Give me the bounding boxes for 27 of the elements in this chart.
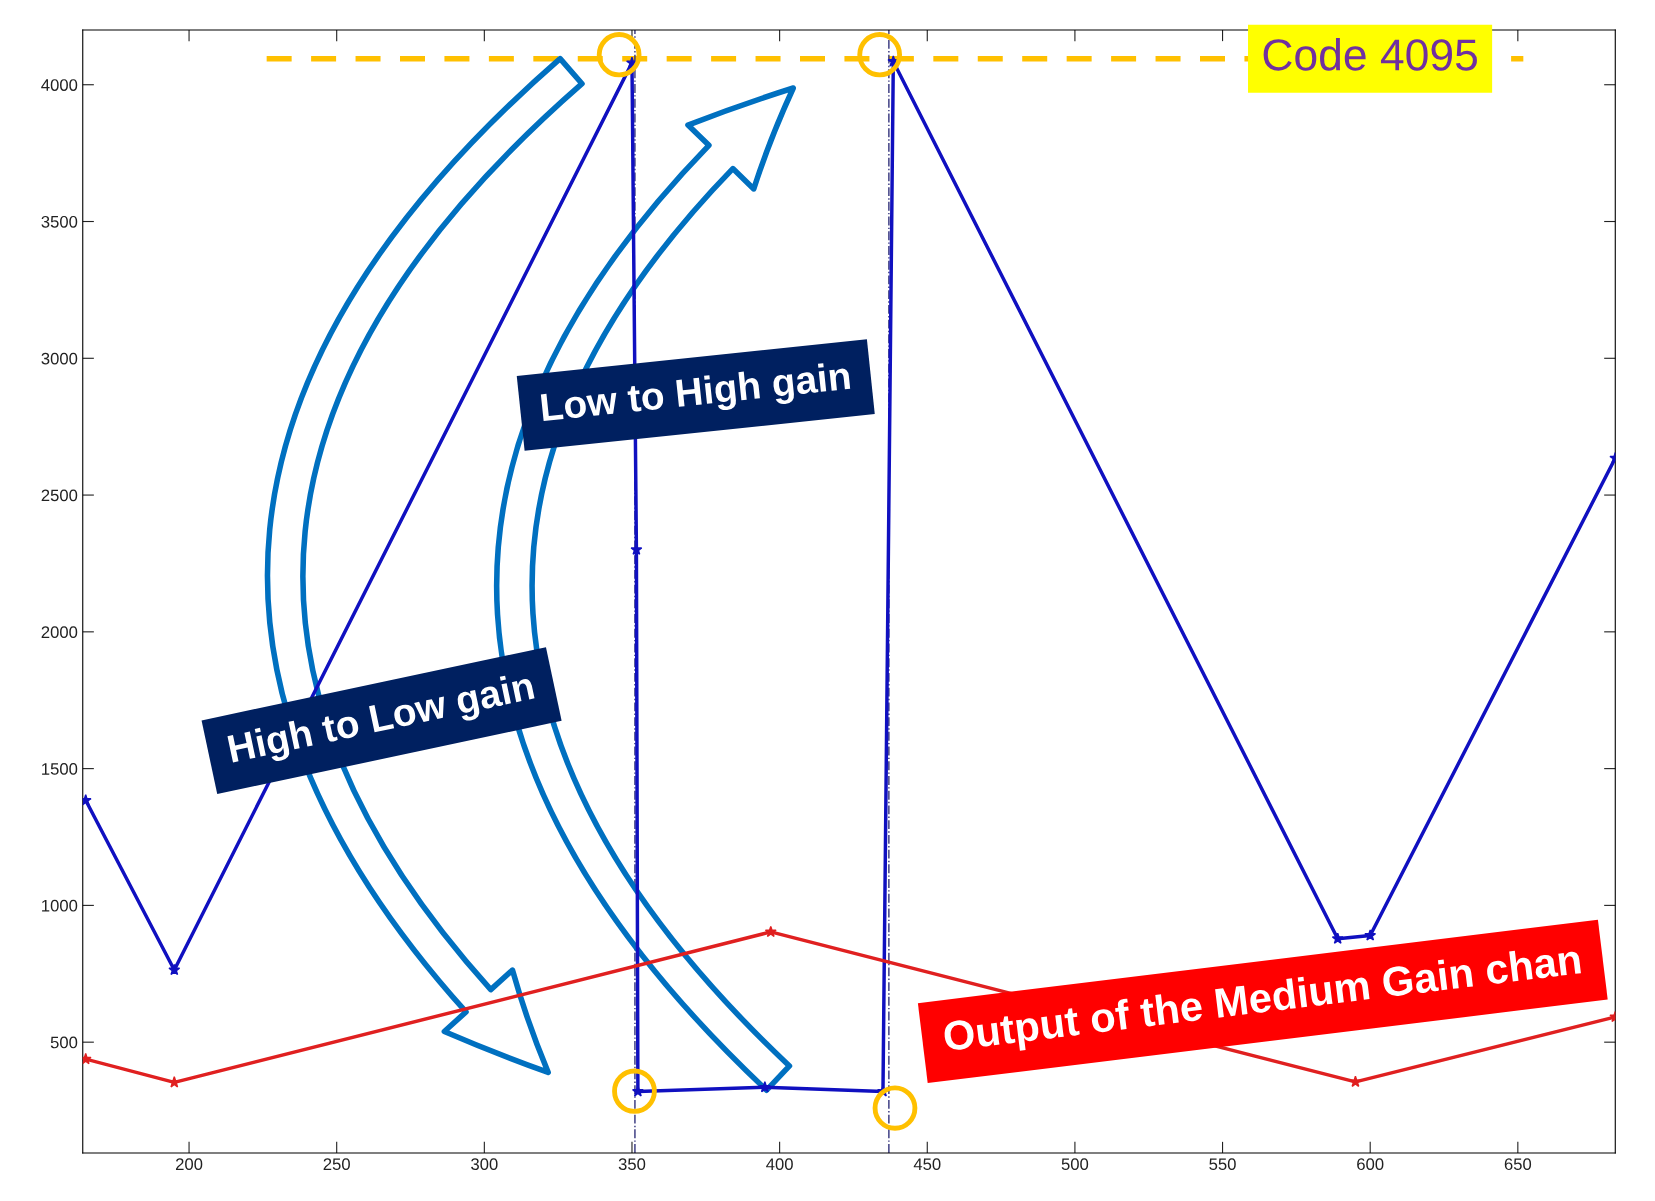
- annotation: High to Low gain: [227, 670, 537, 771]
- point: [1331, 932, 1344, 944]
- annotation: Low to High gain: [540, 360, 852, 430]
- x-tick-label: 400: [766, 1158, 793, 1171]
- x-tick-label: 250: [323, 1158, 350, 1171]
- y-tick-label: 2000: [41, 626, 78, 639]
- x-tick-label: 200: [175, 1158, 203, 1171]
- x-tick-label: 550: [1209, 1158, 1236, 1171]
- y-tick-label: 4000: [41, 79, 78, 91]
- y-tick-label: 2500: [41, 489, 78, 502]
- x-tick-label: 450: [913, 1158, 941, 1171]
- annotation: Output of the Medium Gain chan: [942, 943, 1582, 1060]
- y-tick-label: 1500: [42, 763, 78, 775]
- x-tick-label: 650: [1504, 1158, 1532, 1171]
- x-tick-label: 600: [1357, 1158, 1384, 1171]
- x-tick-label: 350: [618, 1158, 646, 1171]
- ref-line-label: Code 4095: [1263, 38, 1477, 71]
- y-tick-label: 500: [50, 1036, 78, 1049]
- y-tick-label: 1000: [42, 899, 78, 912]
- point: [758, 1081, 771, 1093]
- y-tick-label: 3500: [41, 215, 78, 228]
- x-tick-label: 500: [1061, 1158, 1089, 1171]
- point: [168, 963, 181, 976]
- y-tick-label: 3000: [41, 352, 78, 365]
- point: [1364, 929, 1377, 941]
- x-tick-label: 300: [471, 1158, 498, 1171]
- point: [764, 925, 777, 938]
